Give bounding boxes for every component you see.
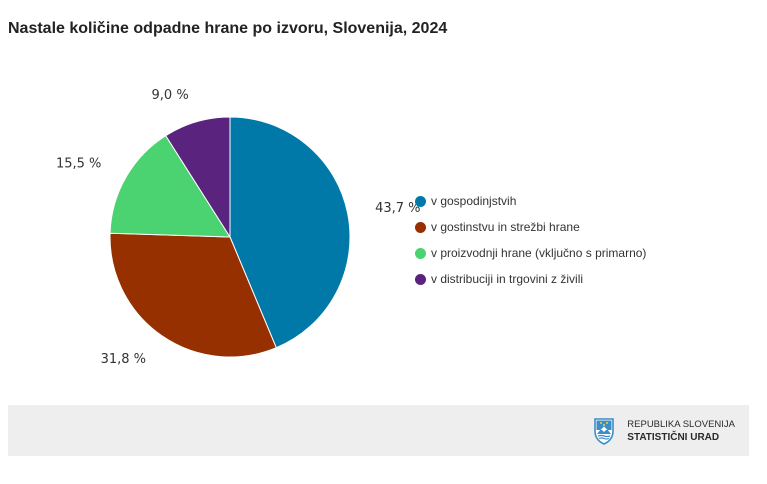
footer-bar: REPUBLIKA SLOVENIJA STATISTIČNI URAD [8, 405, 749, 456]
legend-item-v-proizvodnji-hrane-vkljucno-s-primarno[interactable]: v proizvodnji hrane (vključno s primarno… [415, 240, 646, 266]
pie-slice-v-distribuciji-in-trgovini-z-zivili[interactable] [165, 116, 231, 239]
legend-item-v-distribuciji-in-trgovini-z-zivili[interactable]: v distribuciji in trgovini z živili [415, 266, 646, 292]
sursi-logo[interactable]: REPUBLIKA SLOVENIJA STATISTIČNI URAD [593, 417, 735, 445]
slovenia-coat-of-arms-icon [594, 418, 615, 445]
pie-slices [109, 116, 351, 358]
legend-label: v distribuciji in trgovini z živili [431, 272, 584, 286]
legend-label: v gostinstvu in strežbi hrane [431, 220, 580, 234]
data-label-v-proizvodnji-hrane-vkljucno-s-primarno: 15,5 % [56, 157, 101, 172]
legend-swatch [415, 273, 426, 285]
legend-swatch [415, 247, 426, 259]
logo-text-line2: STATISTIČNI URAD [627, 432, 720, 443]
pie-slice-v-gostinstvu-in-strezbi-hrane[interactable] [109, 232, 277, 358]
legend-item-v-gostinstvu-in-strezbi-hrane[interactable]: v gostinstvu in strežbi hrane [415, 214, 646, 240]
data-label-v-distribuciji-in-trgovini-z-zivili: 9,0 % [152, 88, 189, 103]
legend-label: v proizvodnji hrane (vključno s primarno… [431, 246, 647, 260]
logo-text-line1: REPUBLIKA SLOVENIJA [627, 419, 735, 430]
legend-swatch [415, 195, 426, 207]
legend-swatch [415, 221, 426, 233]
pie-slice-v-proizvodnji-hrane-vkljucno-s-primarno[interactable] [109, 134, 231, 238]
chart-legend: v gospodinjstvih v gostinstvu in strežbi … [415, 188, 646, 292]
chart-title: Nastale količine odpadne hrane po izvoru… [8, 20, 448, 37]
data-label-v-gostinstvu-in-strezbi-hrane: 31,8 % [101, 352, 146, 367]
pie-slice-v-gospodinjstvih[interactable] [229, 116, 351, 349]
legend-item-v-gospodinjstvih[interactable]: v gospodinjstvih [415, 188, 646, 214]
data-label-v-gospodinjstvih: 43,7 % [375, 201, 420, 216]
legend-label: v gospodinjstvih [431, 194, 517, 208]
pie-data-labels: 43,7 % 31,8 % 15,5 % 9,0 % [56, 88, 421, 367]
pie-chart: 43,7 % 31,8 % 15,5 % 9,0 % [56, 88, 421, 367]
